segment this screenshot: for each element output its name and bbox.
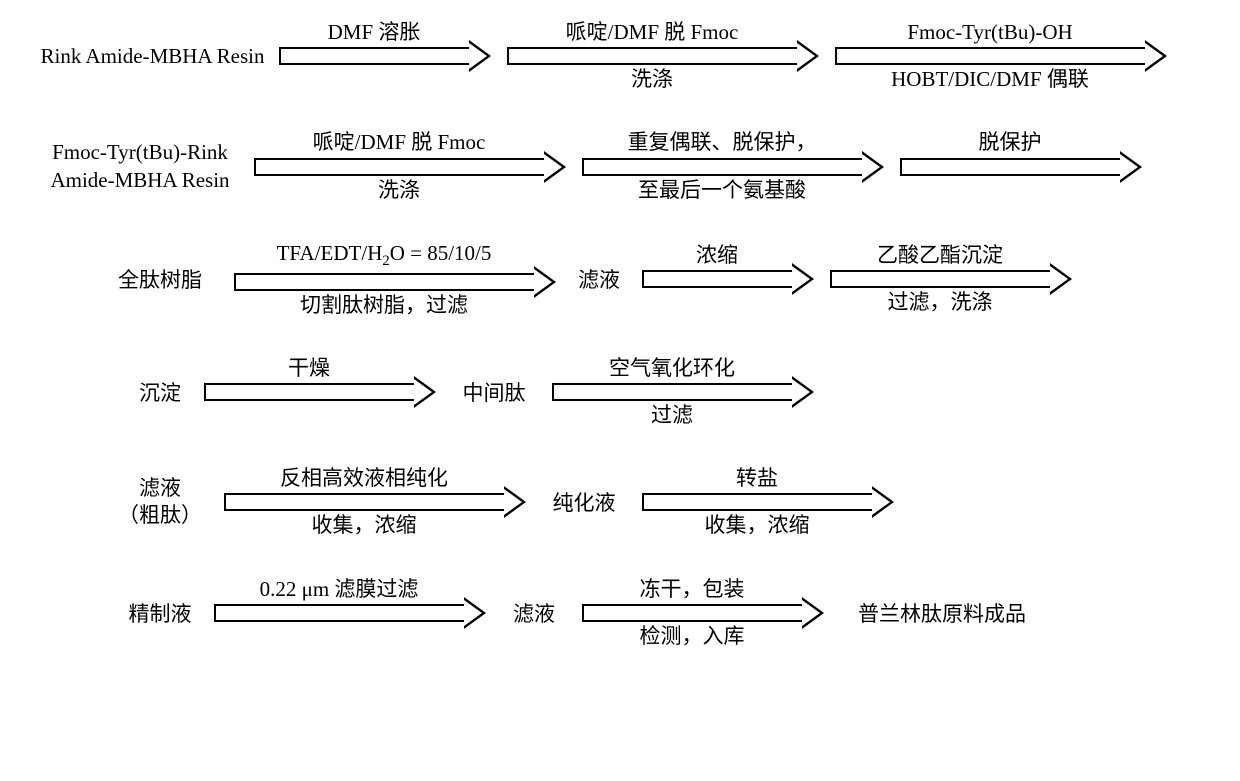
- arrow-shape: [830, 270, 1050, 288]
- arrow-label-bottom: [714, 290, 719, 315]
- arrow-label-top: 空气氧化环化: [609, 356, 735, 381]
- flow-arrow-3-0: 干燥: [204, 356, 414, 428]
- flow-node-5-3: 普兰林肽原料成品: [832, 598, 1052, 628]
- arrow-shape: [642, 493, 872, 511]
- arrow-shape: [900, 158, 1120, 176]
- flow-row-2: 全肽树脂 TFA/EDT/H2O = 85/10/5 切割肽树脂，过滤 滤液 浓缩 乙酸…: [30, 241, 1210, 318]
- arrow-shape: [642, 270, 792, 288]
- arrow-label-top: 乙酸乙酯沉淀: [877, 243, 1003, 268]
- arrow-shape: [279, 47, 469, 65]
- flow-arrow-1-0: 哌啶/DMF 脱 Fmoc 洗涤: [254, 130, 544, 202]
- arrow-label-top: 重复偶联、脱保护，: [628, 130, 817, 155]
- flow-arrow-4-0: 反相高效液相纯化收集，浓缩: [224, 466, 504, 538]
- arrow-label-top: 脱保护: [979, 130, 1042, 155]
- arrow-label-top: 浓缩: [696, 243, 738, 268]
- flow-node-start-1: Fmoc-Tyr(tBu)-RinkAmide-MBHA Resin: [30, 139, 250, 194]
- flow-arrow-5-0: 0.22 μm 滤膜过滤: [214, 577, 464, 649]
- arrow-shape: [552, 383, 792, 401]
- flow-node-start-3: 沉淀: [120, 377, 200, 407]
- flow-arrow-3-2: 空气氧化环化过滤: [552, 356, 792, 428]
- arrow-label-bottom: 检测，入库: [640, 624, 745, 649]
- flow-node-5-1: 滤液: [494, 598, 574, 628]
- flow-row-4: 滤液（粗肽）反相高效液相纯化收集，浓缩纯化液转盐收集，浓缩: [30, 466, 1210, 538]
- flow-node-3-1: 中间肽: [444, 377, 544, 407]
- arrow-label-bottom: 收集，浓缩: [705, 513, 810, 538]
- flow-arrow-2-4: 乙酸乙酯沉淀过滤，洗涤: [830, 243, 1050, 315]
- arrow-shape: [582, 604, 802, 622]
- arrow-shape: [214, 604, 464, 622]
- arrow-label-bottom: [336, 624, 341, 649]
- arrow-label-bottom: 洗涤: [631, 67, 673, 92]
- arrow-label-top: Fmoc-Tyr(tBu)-OH: [907, 20, 1072, 45]
- flow-row-1: Fmoc-Tyr(tBu)-RinkAmide-MBHA Resin哌啶/DMF…: [30, 130, 1210, 202]
- flow-node-start-0: Rink Amide-MBHA Resin: [30, 44, 275, 69]
- flow-node-start-2: 全肽树脂: [90, 264, 230, 294]
- arrow-shape: [224, 493, 504, 511]
- arrow-label-bottom: [1007, 178, 1012, 203]
- arrow-label-top: 哌啶/DMF 脱 Fmoc: [313, 130, 486, 155]
- flowchart-container: Rink Amide-MBHA Resin DMF 溶胀 哌啶/DMF 脱 Fmo…: [30, 20, 1210, 649]
- arrow-shape: [507, 47, 797, 65]
- flow-arrow-0-0: DMF 溶胀: [279, 20, 469, 92]
- arrow-label-top: 干燥: [288, 356, 330, 381]
- arrow-label-bottom: 过滤，洗涤: [888, 290, 993, 315]
- flow-node-2-1: 滤液: [564, 264, 634, 294]
- flow-row-0: Rink Amide-MBHA Resin DMF 溶胀 哌啶/DMF 脱 Fmo…: [30, 20, 1210, 92]
- arrow-label-bottom: HOBT/DIC/DMF 偶联: [891, 67, 1089, 92]
- arrow-shape: [204, 383, 414, 401]
- flow-arrow-2-0: TFA/EDT/H2O = 85/10/5 切割肽树脂，过滤: [234, 241, 534, 318]
- arrow-shape: [582, 158, 862, 176]
- arrow-label-bottom: [371, 67, 376, 92]
- flow-arrow-0-2: 哌啶/DMF 脱 Fmoc 洗涤: [507, 20, 797, 92]
- arrow-label-top: 反相高效液相纯化: [280, 466, 448, 491]
- flow-node-start-4: 滤液（粗肽）: [100, 475, 220, 530]
- arrow-label-bottom: 收集，浓缩: [312, 513, 417, 538]
- flow-arrow-1-2: 重复偶联、脱保护， 至最后一个氨基酸: [582, 130, 862, 202]
- flow-arrow-4-2: 转盐收集，浓缩: [642, 466, 872, 538]
- flow-row-3: 沉淀干燥 中间肽空气氧化环化过滤: [30, 356, 1210, 428]
- flow-arrow-0-4: Fmoc-Tyr(tBu)-OH HOBT/DIC/DMF 偶联: [835, 20, 1145, 92]
- flow-node-start-5: 精制液: [110, 598, 210, 628]
- arrow-shape: [254, 158, 544, 176]
- flow-row-5: 精制液0.22 μm 滤膜过滤 滤液冻干，包装检测，入库普兰林肽原料成品: [30, 577, 1210, 649]
- arrow-label-top: 转盐: [736, 466, 778, 491]
- arrow-shape: [835, 47, 1145, 65]
- arrow-label-bottom: 过滤: [651, 403, 693, 428]
- arrow-label-bottom: 切割肽树脂，过滤: [300, 293, 468, 318]
- arrow-label-top: TFA/EDT/H2O = 85/10/5: [277, 241, 492, 271]
- arrow-label-bottom: 洗涤: [378, 178, 420, 203]
- arrow-label-top: 冻干，包装: [640, 577, 745, 602]
- arrow-label-top: 哌啶/DMF 脱 Fmoc: [566, 20, 739, 45]
- arrow-label-bottom: [306, 403, 311, 428]
- arrow-label-top: 0.22 μm 滤膜过滤: [260, 577, 419, 602]
- flow-arrow-5-2: 冻干，包装检测，入库: [582, 577, 802, 649]
- arrow-label-top: DMF 溶胀: [328, 20, 421, 45]
- flow-arrow-2-2: 浓缩: [642, 243, 792, 315]
- flow-arrow-1-4: 脱保护: [900, 130, 1120, 202]
- flow-node-4-1: 纯化液: [534, 487, 634, 517]
- arrow-label-bottom: 至最后一个氨基酸: [638, 178, 806, 203]
- arrow-shape: [234, 273, 534, 291]
